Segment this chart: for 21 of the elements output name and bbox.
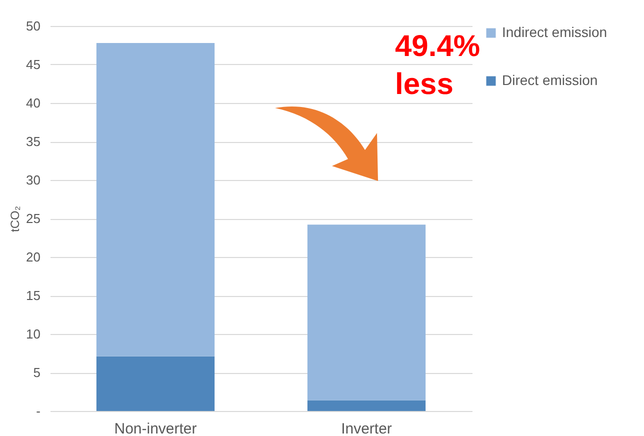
y-tick-label: -	[36, 404, 40, 418]
x-tick-label: Non-inverter	[114, 420, 197, 436]
y-axis-title: tCO₂	[8, 206, 22, 232]
legend-label: Indirect emission	[502, 24, 608, 40]
annotation: 49.4% less	[395, 30, 480, 101]
bar	[307, 224, 426, 400]
y-tick-label: 35	[26, 134, 40, 149]
y-tick-label: 25	[26, 211, 40, 226]
y-tick-label: 40	[26, 96, 40, 110]
y-tick-label: 20	[26, 250, 40, 264]
bar	[96, 42, 215, 356]
x-tick-label: Inverter	[341, 420, 392, 436]
y-tick-label: 30	[26, 172, 40, 188]
legend-label: Direct emission	[502, 72, 598, 88]
y-tick-label: 5	[33, 365, 40, 380]
y-tick-label: 15	[26, 288, 40, 303]
bar	[96, 356, 215, 411]
y-tick-label: 10	[26, 326, 40, 342]
y-tick-label: 50	[26, 18, 40, 34]
bar	[307, 400, 426, 411]
y-tick-label: 45	[26, 57, 40, 72]
